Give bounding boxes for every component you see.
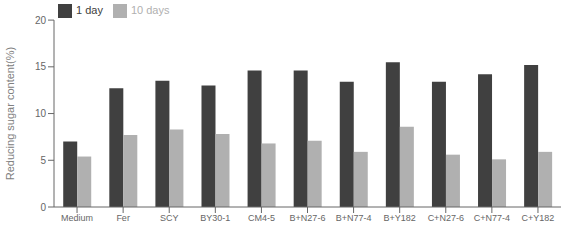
svg-text:15: 15 (35, 61, 47, 72)
html-text:1 day: 1 day (76, 4, 103, 16)
svg-text:B+N27-6: B+N27-6 (290, 213, 326, 223)
svg-text:C+Y182: C+Y182 (522, 213, 555, 223)
svg-text:C+N27-6: C+N27-6 (428, 213, 464, 223)
svg-text:CM4-5: CM4-5 (248, 213, 275, 223)
svg-text:Fer: Fer (116, 213, 130, 223)
svg-text:20: 20 (35, 15, 47, 26)
svg-text:10: 10 (35, 108, 47, 119)
svg-text:0: 0 (40, 202, 46, 213)
svg-text:BY30-1: BY30-1 (200, 213, 230, 223)
svg-text:Reducing sugar content(%): Reducing sugar content(%) (4, 47, 16, 180)
svg-text:5: 5 (40, 155, 46, 166)
svg-text:Medium: Medium (61, 213, 93, 223)
svg-text:C+N77-4: C+N77-4 (474, 213, 510, 223)
svg-text:SCY: SCY (160, 213, 179, 223)
svg-text:B+N77-4: B+N77-4 (336, 213, 372, 223)
html-text:10 days: 10 days (130, 4, 170, 16)
svg-text:B+Y182: B+Y182 (384, 213, 416, 223)
